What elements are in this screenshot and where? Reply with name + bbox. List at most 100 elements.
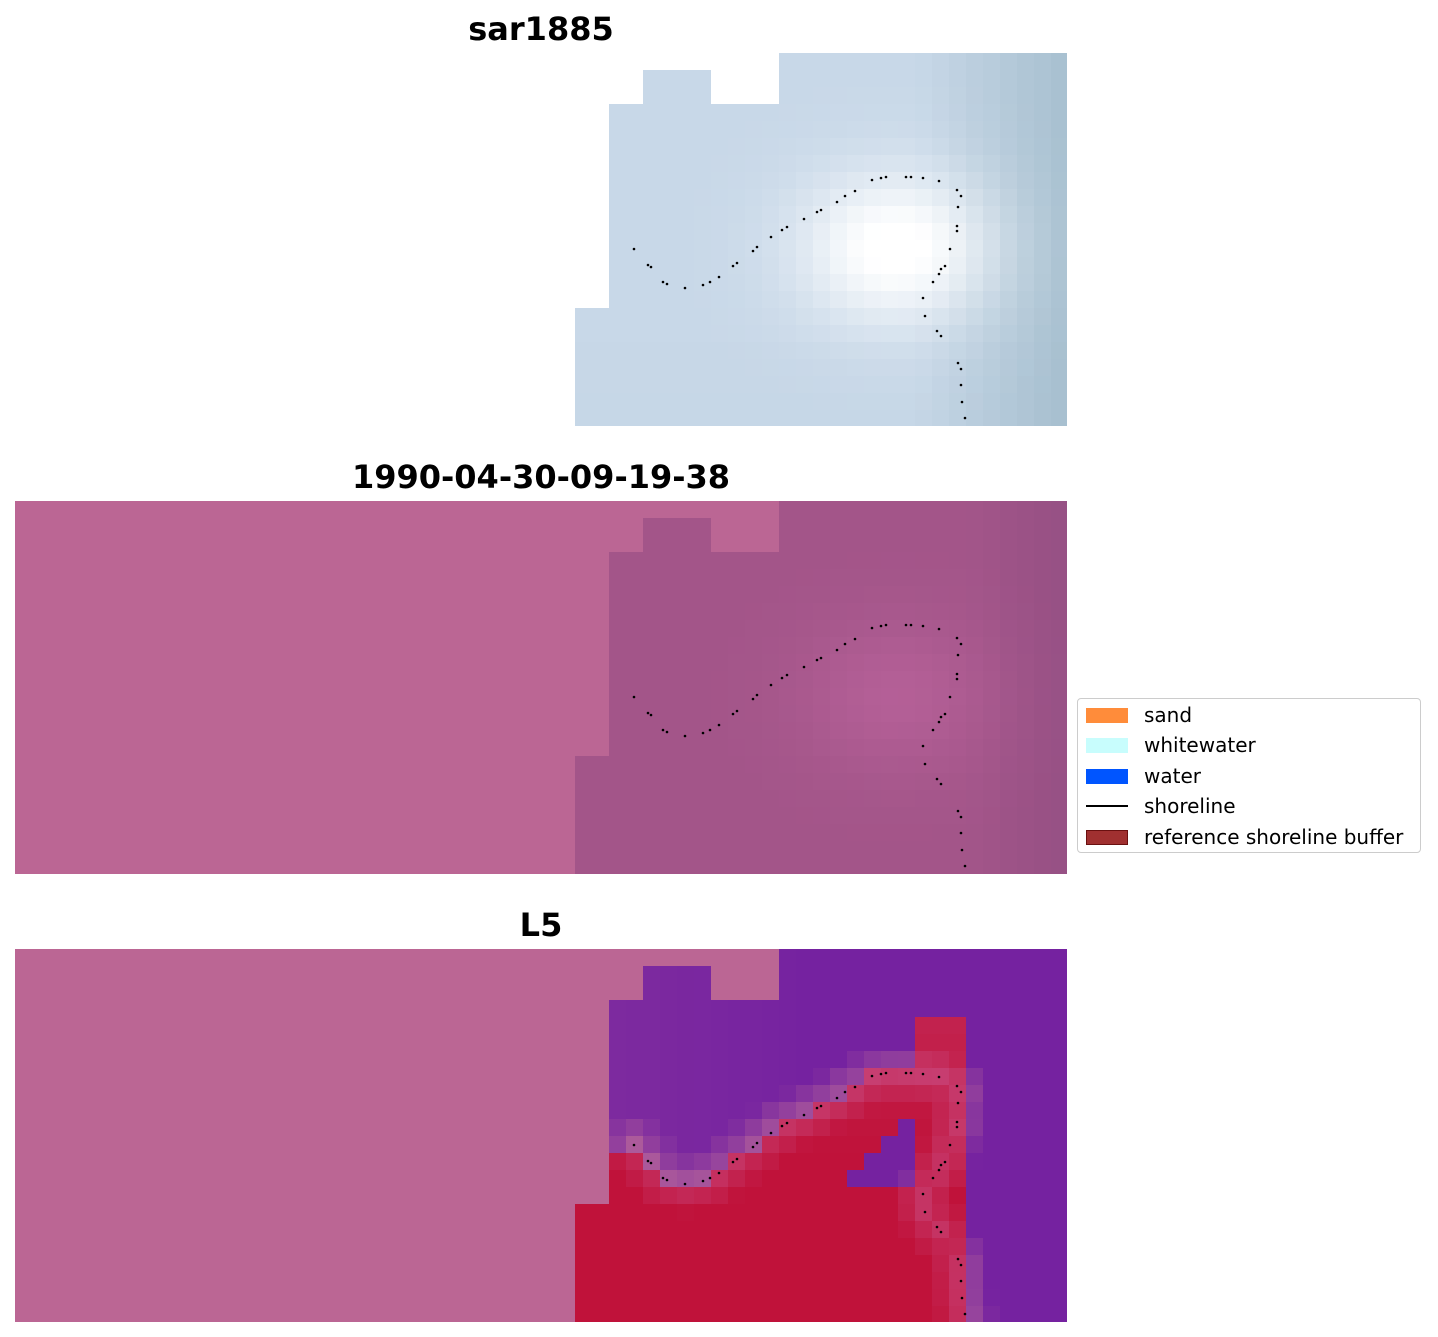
raster-pixel (898, 240, 915, 257)
raster-pixel (813, 1068, 830, 1085)
raster-pixel (864, 654, 881, 671)
raster-pixel (592, 1255, 609, 1272)
raster-pixel (643, 1170, 660, 1187)
raster-pixel (932, 1289, 949, 1306)
raster-pixel (796, 1255, 813, 1272)
raster-pixel (1017, 1102, 1034, 1119)
raster-pixel (966, 722, 983, 739)
raster-pixel (745, 359, 762, 376)
raster-pixel (626, 274, 643, 291)
raster-pixel (813, 603, 830, 620)
raster-pixel (830, 1204, 847, 1221)
raster-pixel (728, 138, 745, 155)
raster-pixel (1017, 291, 1034, 308)
raster-pixel (677, 1289, 694, 1306)
raster-pixel (762, 1034, 779, 1051)
raster-pixel (745, 1136, 762, 1153)
raster-pixel (847, 671, 864, 688)
raster-pixel (830, 790, 847, 807)
raster-pixel (932, 1187, 949, 1204)
raster-pixel (881, 342, 898, 359)
raster-pixel (898, 654, 915, 671)
raster-pixel (592, 966, 609, 983)
shoreline-point (853, 637, 857, 641)
raster-pixel (626, 359, 643, 376)
raster-pixel (966, 138, 983, 155)
raster-pixel (881, 1017, 898, 1034)
raster-pixel (1000, 949, 1017, 966)
raster-pixel (983, 688, 1000, 705)
raster-pixel (796, 393, 813, 410)
raster-pixel (830, 824, 847, 841)
raster-pixel (1017, 240, 1034, 257)
raster-pixel (694, 1102, 711, 1119)
raster-pixel (677, 1221, 694, 1238)
raster-pixel (813, 1170, 830, 1187)
raster-pixel (745, 824, 762, 841)
raster-pixel (915, 739, 932, 756)
raster-pixel (864, 983, 881, 1000)
raster-pixel (1017, 1187, 1034, 1204)
raster-pixel (796, 308, 813, 325)
raster-pixel (694, 773, 711, 790)
raster-pixel (762, 671, 779, 688)
shoreline-point (963, 864, 967, 868)
raster-pixel (983, 722, 1000, 739)
raster-pixel (592, 552, 609, 569)
raster-pixel (847, 518, 864, 535)
raster-pixel (626, 705, 643, 722)
shoreline-point (819, 1104, 823, 1108)
shoreline-point (683, 1182, 687, 1186)
raster-pixel (1017, 376, 1034, 393)
raster-pixel (1051, 705, 1067, 722)
raster-pixel (847, 121, 864, 138)
raster-pixel (1034, 603, 1051, 620)
raster-pixel (949, 274, 966, 291)
shoreline-point (735, 709, 739, 713)
raster-pixel (813, 172, 830, 189)
raster-pixel (694, 688, 711, 705)
raster-pixel (1051, 87, 1067, 104)
raster-pixel (949, 376, 966, 393)
raster-pixel (575, 1272, 592, 1289)
raster-pixel (660, 807, 677, 824)
raster-pixel (932, 393, 949, 410)
raster-pixel (762, 1119, 779, 1136)
raster-pixel (643, 858, 660, 874)
raster-pixel (813, 705, 830, 722)
raster-pixel (864, 535, 881, 552)
raster-pixel (728, 240, 745, 257)
raster-pixel (762, 858, 779, 874)
raster-pixel (643, 155, 660, 172)
raster-pixel (1017, 1119, 1034, 1136)
raster-pixel (796, 1000, 813, 1017)
raster-pixel (745, 1153, 762, 1170)
raster-pixel (983, 1255, 1000, 1272)
shoreline-point (708, 728, 712, 732)
raster-pixel (626, 722, 643, 739)
raster-pixel (932, 858, 949, 874)
raster-pixel (592, 1238, 609, 1255)
raster-pixel (694, 1238, 711, 1255)
raster-pixel (1051, 1119, 1067, 1136)
raster-pixel (898, 342, 915, 359)
raster-pixel (626, 223, 643, 240)
shoreline-point (959, 194, 963, 198)
raster-pixel (966, 671, 983, 688)
raster-pixel (779, 172, 796, 189)
raster-pixel (626, 172, 643, 189)
raster-pixel (643, 1272, 660, 1289)
raster-pixel (915, 688, 932, 705)
raster-pixel (592, 620, 609, 637)
raster-pixel (932, 1068, 949, 1085)
raster-pixel (677, 1051, 694, 1068)
raster-pixel (1000, 620, 1017, 637)
shoreline-point (955, 677, 959, 681)
raster-pixel (1017, 223, 1034, 240)
raster-pixel (762, 824, 779, 841)
raster-pixel (592, 807, 609, 824)
raster-pixel (830, 138, 847, 155)
raster-pixel (1000, 87, 1017, 104)
raster-pixel (745, 121, 762, 138)
raster-pixel (660, 569, 677, 586)
